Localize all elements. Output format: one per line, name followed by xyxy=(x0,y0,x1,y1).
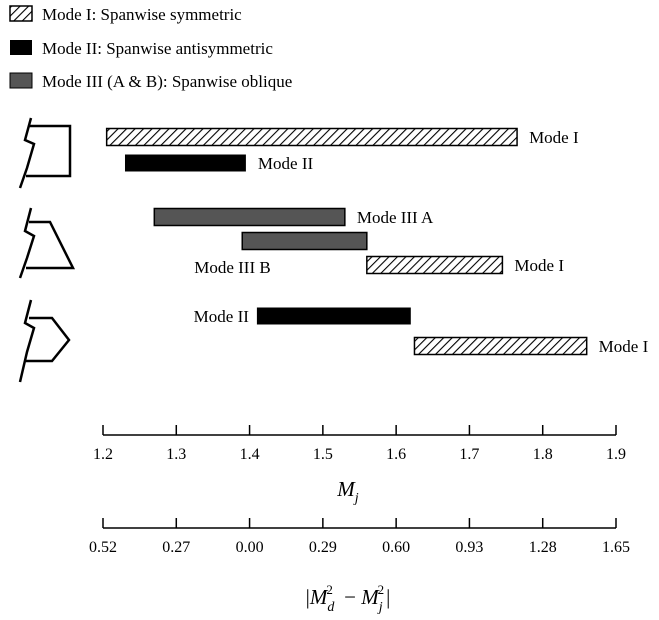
bar-nozzle-2-mode-I xyxy=(366,255,504,275)
mj-tick-label-0: 1.2 xyxy=(93,446,113,463)
secondary-tick-label-4: 0.60 xyxy=(382,539,410,556)
legend-text-mode-i: Mode I: Spanwise symmetric xyxy=(42,5,242,24)
nozzle-trapezoidal-icon xyxy=(18,207,76,279)
bar-nozzle-3-mode-II xyxy=(256,307,411,325)
secondary-tick-label-7: 1.65 xyxy=(602,539,630,556)
mj-axis-title: Mj xyxy=(336,477,359,506)
nozzle-pointed-icon xyxy=(18,299,71,383)
mj-ticks: 1.2 1.3 1.4 1.5 1.6 1.7 1.8 1.9 xyxy=(93,425,626,463)
bar-label-nozzle-3-mode-II: Mode II xyxy=(194,307,250,326)
mj-axis: 1.2 1.3 1.4 1.5 1.6 1.7 1.8 1.9 Mj xyxy=(93,425,626,506)
secondary-ticks: 0.52 0.27 0.00 0.29 0.60 0.93 1.28 1.65 xyxy=(89,518,630,556)
secondary-tick-label-3: 0.29 xyxy=(309,539,337,556)
secondary-axis-title: |Md2 − Mj2| xyxy=(306,582,391,615)
mj-tick-label-7: 1.9 xyxy=(606,446,626,463)
mj-tick-label-1: 1.3 xyxy=(166,446,186,463)
bar-label-nozzle-2-mode-III: Mode III A xyxy=(357,208,434,227)
mj-tick-label-5: 1.7 xyxy=(459,446,479,463)
legend-swatch-mode-ii xyxy=(10,40,32,55)
legend-item-mode-i: Mode I: Spanwise symmetric xyxy=(9,5,242,24)
bar-nozzle-1-mode-II xyxy=(124,154,246,172)
bar-label-nozzle-2-mode-III: Mode III B xyxy=(194,258,270,277)
mj-tick-label-4: 1.6 xyxy=(386,446,406,463)
legend-swatch-mode-i xyxy=(9,5,33,22)
legend-item-mode-iii: Mode III (A & B): Spanwise oblique xyxy=(9,72,292,91)
bar-label-nozzle-2-mode-I: Mode I xyxy=(514,256,564,275)
bar-label-nozzle-1-mode-II: Mode II xyxy=(258,154,314,173)
nozzle-rectangular-icon xyxy=(18,117,72,189)
legend: Mode I: Spanwise symmetric Mode II: Span… xyxy=(9,5,292,91)
legend-text-mode-iii: Mode III (A & B): Spanwise oblique xyxy=(42,72,292,91)
secondary-tick-label-6: 1.28 xyxy=(529,539,557,556)
legend-item-mode-ii: Mode II: Spanwise antisymmetric xyxy=(10,39,273,58)
secondary-axis: 0.52 0.27 0.00 0.29 0.60 0.93 1.28 1.65 |Md2 − … xyxy=(89,518,630,615)
legend-swatch-mode-iii xyxy=(9,72,33,89)
secondary-tick-label-5: 0.93 xyxy=(455,539,483,556)
mj-tick-label-6: 1.8 xyxy=(533,446,553,463)
bar-nozzle-3-mode-I xyxy=(413,336,588,356)
bar-label-nozzle-3-mode-I: Mode I xyxy=(599,337,649,356)
legend-text-mode-ii: Mode II: Spanwise antisymmetric xyxy=(42,39,273,58)
bar-nozzle-1-mode-I xyxy=(105,127,518,147)
secondary-tick-label-1: 0.27 xyxy=(162,539,190,556)
bars-layer: Mode I Mode II Mode III A Mode III B Mode I M… xyxy=(105,127,649,356)
mj-tick-label-3: 1.5 xyxy=(313,446,333,463)
bar-nozzle-2-mode-III xyxy=(241,231,368,251)
mj-tick-label-2: 1.4 xyxy=(240,446,260,463)
bar-label-nozzle-1-mode-I: Mode I xyxy=(529,128,579,147)
secondary-tick-label-0: 0.52 xyxy=(89,539,117,556)
secondary-tick-label-2: 0.00 xyxy=(236,539,264,556)
bar-nozzle-2-mode-III xyxy=(153,207,346,227)
